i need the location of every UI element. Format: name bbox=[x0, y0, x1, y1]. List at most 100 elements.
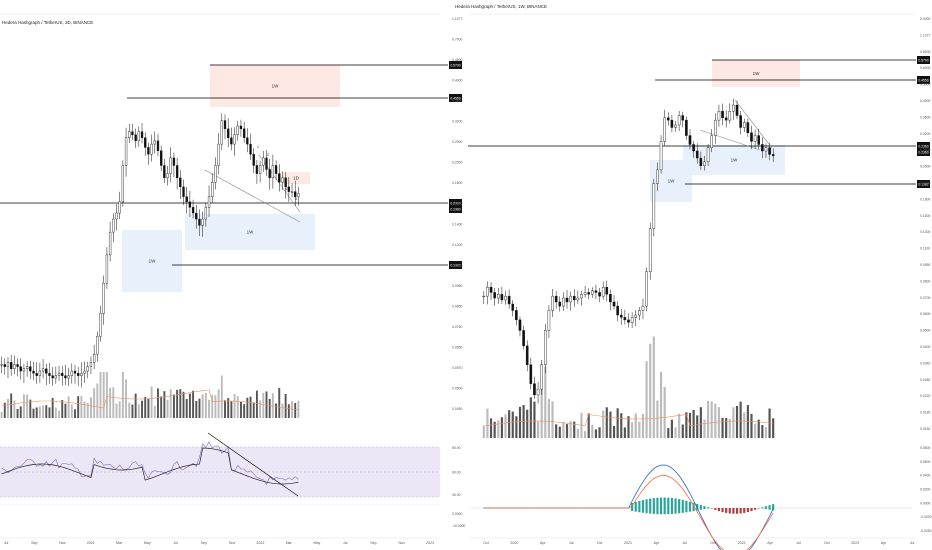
macd-histogram-bar bbox=[659, 497, 663, 515]
price-tick: 0.5000 bbox=[920, 83, 930, 87]
candle bbox=[121, 165, 125, 203]
macd-histogram-bar bbox=[656, 497, 659, 515]
right-levels: 0.5700 0.4559 0.2360 0.1382 0.2360 bbox=[468, 56, 930, 188]
candle bbox=[22, 368, 26, 372]
candle bbox=[191, 207, 195, 214]
candle bbox=[583, 292, 587, 295]
candle bbox=[77, 373, 80, 376]
macd-histogram-bar bbox=[685, 500, 688, 513]
macd-line bbox=[483, 464, 774, 550]
volume-bar bbox=[284, 393, 287, 418]
volume-bar bbox=[685, 412, 688, 438]
volume-bar bbox=[249, 396, 252, 418]
left-chart-panel: Hedera Hashgraph / TetherUS, 3D, BINANCE… bbox=[0, 13, 465, 545]
volume-bar bbox=[504, 414, 507, 438]
volume-bar bbox=[185, 398, 188, 418]
candle bbox=[134, 134, 137, 142]
volume-bar bbox=[252, 402, 255, 418]
volume-bar bbox=[754, 423, 757, 438]
volume-bar bbox=[147, 399, 150, 418]
volume-bar bbox=[656, 400, 659, 438]
volume-bar bbox=[291, 401, 293, 418]
volume-bar bbox=[489, 418, 493, 438]
candle bbox=[108, 231, 112, 256]
volume-bar bbox=[670, 419, 673, 438]
candle bbox=[493, 292, 496, 299]
candle bbox=[659, 141, 663, 171]
candle bbox=[246, 137, 249, 145]
time-tick: Sep bbox=[31, 541, 37, 545]
wave-label: 5 bbox=[295, 196, 298, 201]
macd-histogram-bar bbox=[649, 498, 652, 514]
candle bbox=[227, 128, 230, 138]
volume-bar bbox=[714, 403, 717, 438]
volume-bar bbox=[96, 383, 99, 418]
volume-bar bbox=[641, 413, 645, 438]
volume-bar bbox=[746, 405, 749, 438]
candle bbox=[677, 115, 681, 126]
price-tick: 0.0650 bbox=[452, 345, 462, 349]
price-tick: 0.0150 bbox=[920, 427, 930, 431]
wave-label: 1 bbox=[257, 144, 260, 149]
volume-bar bbox=[83, 401, 86, 418]
volume-bar bbox=[605, 407, 608, 438]
volume-bar bbox=[192, 390, 195, 418]
time-tick: Jul bbox=[682, 541, 687, 545]
demand-zone bbox=[122, 230, 182, 292]
rsi-tick: 40.00 bbox=[452, 493, 461, 497]
volume-bar bbox=[594, 429, 598, 438]
level-tag-text: 0.4559 bbox=[450, 97, 460, 101]
candle bbox=[70, 370, 73, 376]
level-tag-text: 0.1382 bbox=[918, 183, 928, 187]
volume-bar bbox=[638, 421, 641, 438]
wave-label: 2 bbox=[267, 152, 270, 157]
candle bbox=[10, 362, 13, 370]
candle bbox=[507, 295, 511, 305]
candle bbox=[522, 330, 525, 347]
candle bbox=[742, 122, 746, 128]
candle bbox=[489, 287, 493, 293]
time-tick: Apr bbox=[540, 541, 546, 545]
candle bbox=[80, 373, 83, 376]
macd-histogram-bar bbox=[692, 502, 695, 512]
candle bbox=[710, 135, 713, 148]
candle bbox=[630, 317, 634, 323]
candle bbox=[515, 310, 518, 321]
candle bbox=[249, 143, 252, 155]
price-tick: 0.0570 bbox=[452, 366, 462, 370]
candle bbox=[156, 140, 160, 151]
volume-bar bbox=[649, 343, 652, 438]
price-tick: 0.4500 bbox=[452, 58, 462, 62]
candle bbox=[278, 173, 281, 183]
candle bbox=[717, 111, 721, 121]
price-tick: 0.0600 bbox=[920, 312, 930, 316]
volume-bar bbox=[681, 424, 684, 438]
volume-bar bbox=[233, 393, 236, 418]
last-price-tag bbox=[449, 205, 462, 213]
time-tick: 2023 bbox=[851, 541, 859, 545]
macd-histogram-bar bbox=[652, 498, 655, 514]
candle bbox=[287, 186, 290, 192]
volume-bar bbox=[268, 398, 271, 418]
volume-bar bbox=[565, 424, 569, 438]
candle bbox=[764, 147, 768, 152]
candle bbox=[265, 157, 268, 170]
volume-bar bbox=[750, 413, 753, 438]
volume-bar bbox=[230, 401, 233, 418]
candle bbox=[695, 150, 699, 159]
volume-bar bbox=[153, 405, 156, 418]
candle bbox=[768, 147, 771, 155]
volume-bar bbox=[551, 401, 554, 438]
time-tick: Apr bbox=[767, 541, 773, 545]
price-tick: 0.0450 bbox=[452, 407, 462, 411]
macd-tick: -0.0200 bbox=[920, 515, 932, 519]
macd-histogram-bar bbox=[764, 506, 768, 510]
volume-bar bbox=[137, 404, 140, 418]
volume-bar bbox=[109, 387, 112, 418]
candle bbox=[271, 165, 275, 179]
candle bbox=[558, 301, 562, 307]
volume-bar bbox=[38, 406, 41, 418]
volume-bar bbox=[118, 401, 121, 418]
candle bbox=[239, 125, 243, 130]
candle bbox=[175, 165, 179, 179]
